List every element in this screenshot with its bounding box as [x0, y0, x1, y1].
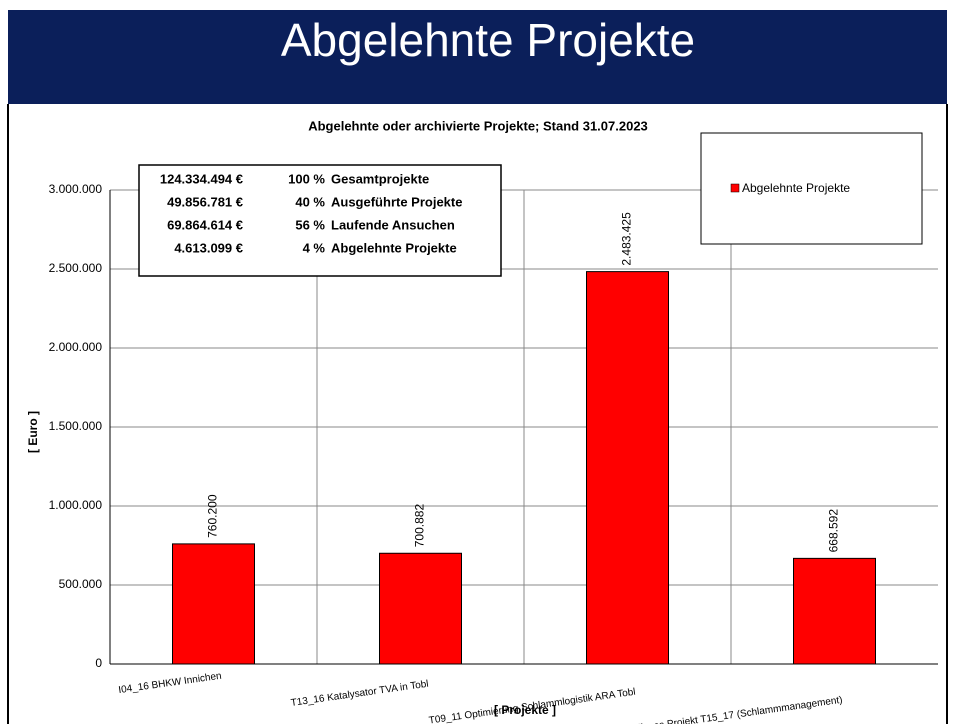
y-tick-label: 2.500.000 [49, 261, 103, 275]
info-amount: 69.864.614 € [167, 217, 243, 232]
y-tick-label: 0 [95, 656, 102, 670]
info-amount: 4.613.099 € [174, 240, 243, 255]
info-label: Laufende Ansuchen [331, 217, 455, 232]
legend-box [700, 132, 923, 245]
data-label: 760.200 [206, 494, 220, 538]
bar [172, 543, 255, 665]
x-tick-label: I04_16 BHKW Innichen [118, 671, 222, 696]
bar [586, 271, 669, 665]
info-label: Gesamtprojekte [331, 171, 429, 186]
x-tick-label: Offenes Projekt T15_17 (Schlammmanagemen… [629, 695, 843, 724]
y-tick-label: 1.500.000 [49, 419, 103, 433]
chart-title: Abgelehnte oder archivierte Projekte; St… [308, 118, 648, 133]
y-tick-label: 3.000.000 [49, 182, 103, 196]
y-axis-label: [ Euro ] [26, 411, 40, 453]
data-label: 2.483.425 [620, 212, 634, 266]
info-percent: 4 % [303, 240, 326, 255]
info-amount: 49.856.781 € [167, 194, 243, 209]
y-tick-label: 1.000.000 [49, 498, 103, 512]
data-label: 700.882 [413, 504, 427, 548]
bar [793, 557, 876, 665]
y-tick-label: 2.000.000 [49, 340, 103, 354]
data-label: 668.592 [827, 509, 841, 553]
info-box [138, 164, 502, 277]
legend-swatch [730, 183, 740, 193]
info-amount: 124.334.494 € [160, 171, 243, 186]
info-percent: 56 % [295, 217, 325, 232]
legend-label: Abgelehnte Projekte [742, 181, 850, 195]
info-percent: 40 % [295, 194, 325, 209]
x-tick-label: T09_11 Optimierung Schlammlogistik ARA T… [428, 687, 636, 724]
x-tick-label: T13_16 Katalysator TVA in Tobl [290, 679, 429, 709]
info-label: Ausgeführte Projekte [331, 194, 462, 209]
x-axis-label: [ Projekte ] [494, 703, 556, 717]
y-tick-label: 500.000 [59, 577, 103, 591]
header-bar [8, 10, 947, 104]
info-label: Abgelehnte Projekte [331, 240, 457, 255]
header-title: Abgelehnte Projekte [281, 14, 695, 66]
info-percent: 100 % [288, 171, 325, 186]
bar [379, 552, 462, 665]
